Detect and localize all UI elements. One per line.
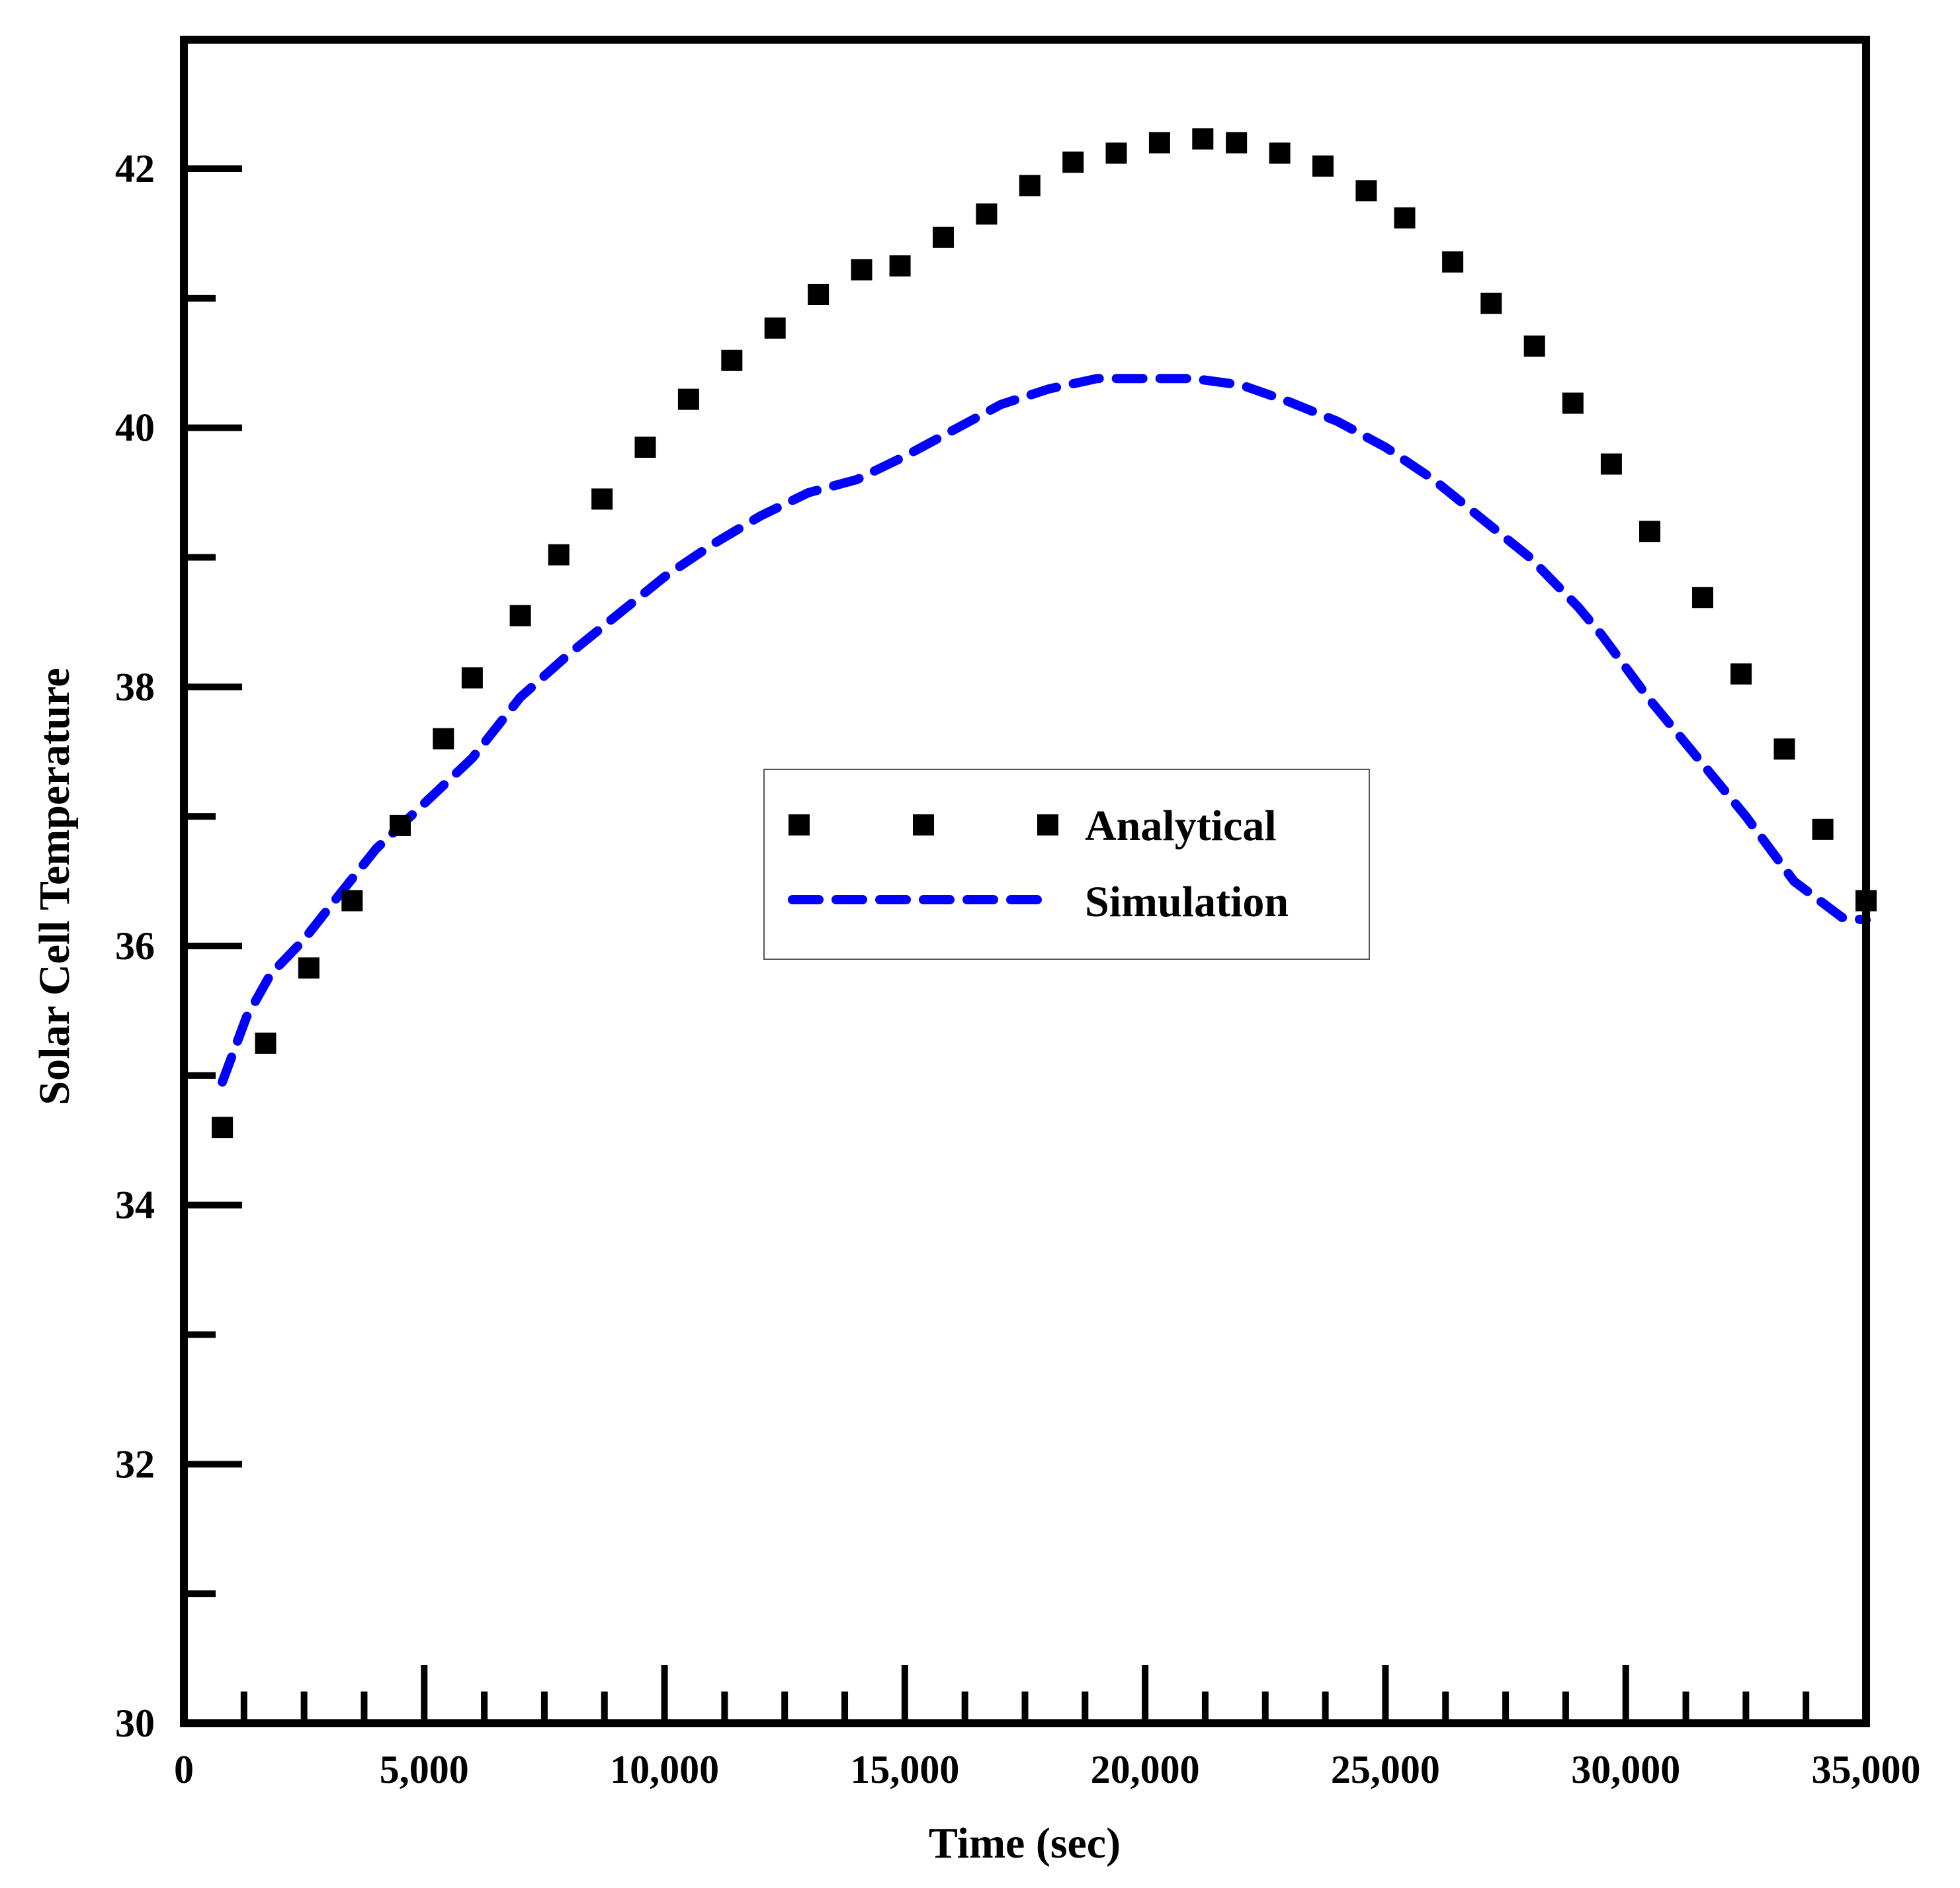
analytical-point xyxy=(1812,818,1834,840)
y-tick-label: 40 xyxy=(115,406,155,450)
x-axis-title: Time (sec) xyxy=(929,1819,1121,1867)
analytical-point xyxy=(1019,175,1041,196)
analytical-point xyxy=(1312,155,1334,177)
analytical-point xyxy=(1105,142,1127,164)
analytical-point xyxy=(677,388,699,410)
analytical-point xyxy=(764,317,786,339)
analytical-point xyxy=(1226,132,1248,153)
analytical-point xyxy=(889,255,911,277)
y-axis-title: Solar Cell Temperature xyxy=(30,667,79,1105)
y-tick-label: 34 xyxy=(115,1183,155,1227)
analytical-point xyxy=(390,814,411,836)
analytical-point xyxy=(1523,335,1545,357)
analytical-point xyxy=(1773,738,1795,760)
legend-box xyxy=(763,769,1370,960)
analytical-point xyxy=(808,284,830,305)
analytical-point xyxy=(1062,151,1084,173)
analytical-point xyxy=(1442,251,1464,273)
analytical-point xyxy=(1148,132,1170,153)
analytical-point xyxy=(212,1117,234,1138)
x-tick-label: 30,000 xyxy=(1571,1748,1680,1791)
analytical-point xyxy=(548,544,570,566)
x-tick-label: 20,000 xyxy=(1091,1748,1200,1791)
y-tick-label: 36 xyxy=(115,924,155,968)
y-tick-label: 42 xyxy=(115,147,155,191)
analytical-point xyxy=(509,605,531,626)
x-tick-label: 5,000 xyxy=(380,1748,469,1791)
legend-marker-analytical-3 xyxy=(1037,814,1058,836)
analytical-point xyxy=(933,226,954,248)
x-tick-label: 25,000 xyxy=(1331,1748,1440,1791)
analytical-point xyxy=(1394,207,1416,229)
analytical-point xyxy=(1730,663,1752,685)
x-tick-label: 10,000 xyxy=(610,1748,719,1791)
x-tick-label: 35,000 xyxy=(1812,1748,1921,1791)
analytical-point xyxy=(298,957,320,979)
analytical-point xyxy=(255,1032,277,1054)
analytical-point xyxy=(976,203,998,225)
analytical-point xyxy=(1562,392,1584,414)
y-tick-label: 30 xyxy=(115,1701,155,1745)
analytical-point xyxy=(1355,180,1377,202)
legend-marker-analytical-2 xyxy=(913,814,934,836)
legend-marker-analytical-1 xyxy=(788,814,810,836)
analytical-point xyxy=(341,890,363,912)
legend: Analytical Simulation xyxy=(763,769,1370,960)
analytical-point xyxy=(721,349,743,371)
analytical-point xyxy=(1480,292,1502,314)
y-tick-label: 32 xyxy=(115,1442,155,1486)
analytical-point xyxy=(1639,521,1660,542)
legend-label-analytical: Analytical xyxy=(1085,802,1277,850)
series-layer xyxy=(212,128,1877,1138)
analytical-point xyxy=(433,728,454,750)
analytical-point xyxy=(1192,128,1214,150)
analytical-point xyxy=(461,667,483,689)
simulation-line xyxy=(218,374,1871,1087)
analytical-point xyxy=(591,488,613,510)
x-tick-label: 15,000 xyxy=(850,1748,959,1791)
analytical-point xyxy=(1600,453,1622,475)
ticks-layer xyxy=(184,165,1810,1727)
x-tick-label: 0 xyxy=(174,1748,194,1791)
analytical-point xyxy=(1269,142,1291,164)
labels-layer: 30 32 34 36 38 40 42 0 5,000 10,000 15,000 20,000 25… xyxy=(115,147,1921,1791)
analytical-point xyxy=(634,437,656,458)
analytical-point xyxy=(851,259,873,280)
legend-label-simulation: Simulation xyxy=(1085,878,1289,926)
analytical-point xyxy=(1692,587,1713,609)
y-tick-label: 38 xyxy=(115,665,155,708)
